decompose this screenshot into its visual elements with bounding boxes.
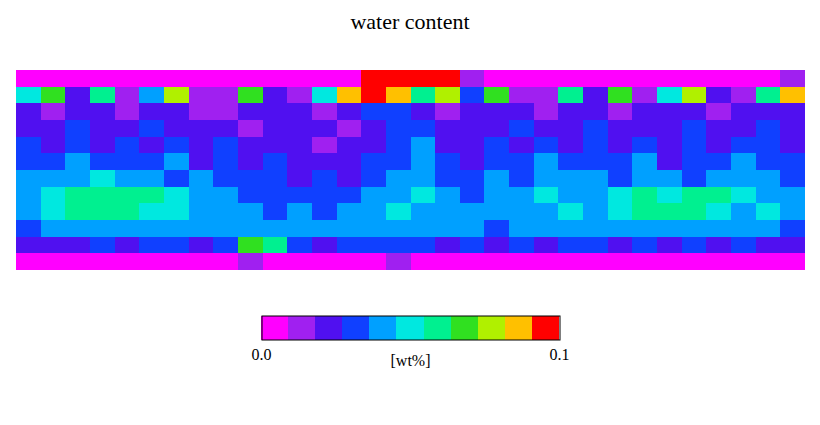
svg-text:water content: water content (350, 9, 469, 34)
svg-text:[wt%]: [wt%] (391, 352, 431, 369)
svg-text:0.1: 0.1 (550, 346, 570, 363)
svg-text:0.0: 0.0 (252, 346, 272, 363)
